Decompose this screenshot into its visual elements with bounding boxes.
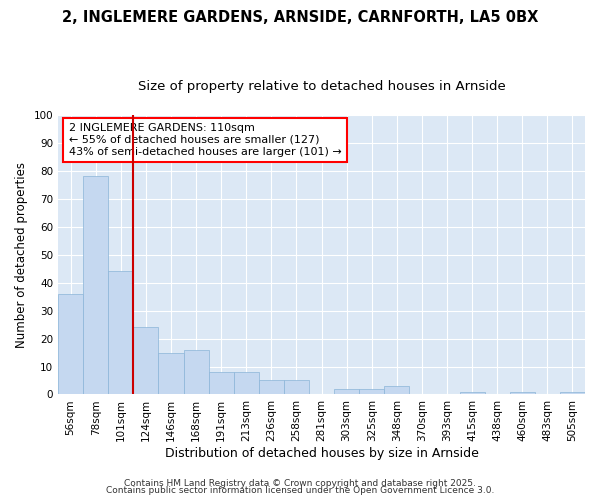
Bar [384, 386, 409, 394]
Bar [83, 176, 108, 394]
Bar [334, 389, 359, 394]
Bar [133, 328, 158, 394]
Bar [184, 350, 209, 395]
Text: Contains public sector information licensed under the Open Government Licence 3.: Contains public sector information licen… [106, 486, 494, 495]
Title: Size of property relative to detached houses in Arnside: Size of property relative to detached ho… [137, 80, 505, 93]
X-axis label: Distribution of detached houses by size in Arnside: Distribution of detached houses by size … [164, 447, 478, 460]
Text: 2, INGLEMERE GARDENS, ARNSIDE, CARNFORTH, LA5 0BX: 2, INGLEMERE GARDENS, ARNSIDE, CARNFORTH… [62, 10, 538, 25]
Bar [158, 352, 184, 395]
Text: Contains HM Land Registry data © Crown copyright and database right 2025.: Contains HM Land Registry data © Crown c… [124, 478, 476, 488]
Text: 2 INGLEMERE GARDENS: 110sqm
← 55% of detached houses are smaller (127)
43% of se: 2 INGLEMERE GARDENS: 110sqm ← 55% of det… [68, 124, 341, 156]
Bar [58, 294, 83, 394]
Bar [284, 380, 309, 394]
Bar [359, 389, 384, 394]
Bar [209, 372, 233, 394]
Bar [460, 392, 485, 394]
Y-axis label: Number of detached properties: Number of detached properties [15, 162, 28, 348]
Bar [510, 392, 535, 394]
Bar [259, 380, 284, 394]
Bar [108, 272, 133, 394]
Bar [233, 372, 259, 394]
Bar [560, 392, 585, 394]
